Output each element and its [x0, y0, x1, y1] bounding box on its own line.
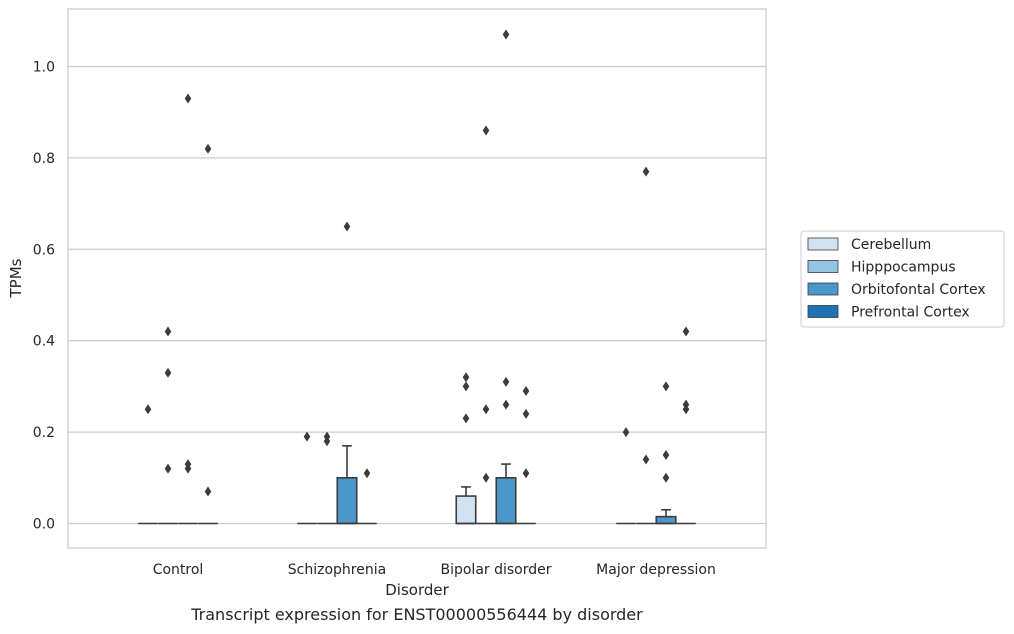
gridlines: [68, 65, 766, 525]
box-hipppocampus: [158, 326, 178, 525]
outlier-point: [642, 454, 650, 465]
box-cerebellum: [138, 404, 158, 525]
y-tick-label: 1.0: [33, 60, 55, 76]
box-hipppocampus: [317, 431, 337, 525]
legend-swatch: [807, 305, 839, 318]
legend-swatch: [807, 260, 839, 273]
box-hipppocampus: [636, 166, 656, 525]
outlier-point: [682, 404, 690, 415]
y-tick-label: 0.8: [33, 151, 55, 167]
outlier-point: [502, 399, 510, 410]
box-prefrontal-cortex: [516, 385, 536, 525]
box-elements: [138, 29, 696, 525]
legend-label: Cerebellum: [851, 237, 931, 253]
box-body: [336, 476, 358, 525]
y-axis-ticks: 0.0 0.2 0.4 0.6 0.8 1.0: [33, 60, 55, 533]
outlier-point: [303, 431, 311, 442]
box-body: [655, 515, 677, 525]
box-body: [455, 495, 477, 525]
box-cerebellum: [297, 431, 317, 525]
legend-label: Hipppocampus: [851, 260, 956, 276]
legend-frame: [800, 230, 1005, 328]
outlier-point: [682, 326, 690, 337]
box-orbitofontal-cortex: [336, 221, 358, 525]
outlier-point: [164, 367, 172, 378]
outlier-point: [482, 404, 490, 415]
legend: Cerebellum Hipppocampus Orbitofontal Corte…: [800, 230, 1005, 328]
box-body: [495, 476, 517, 525]
x-axis-ticks: Control Schizophrenia Bipolar disorder Majo…: [153, 562, 716, 578]
y-tick-label: 0.2: [33, 425, 55, 441]
outlier-point: [642, 166, 650, 177]
outlier-point: [462, 372, 470, 383]
outlier-point: [144, 404, 152, 415]
y-tick-label: 0.6: [33, 242, 55, 258]
box-hipppocampus: [476, 125, 496, 525]
outlier-point: [522, 468, 530, 479]
legend-swatch: [807, 282, 839, 296]
outlier-point: [662, 472, 670, 483]
legend-label: Prefrontal Cortex: [851, 305, 970, 321]
outlier-point: [462, 413, 470, 424]
x-tick-label: Schizophrenia: [288, 562, 386, 578]
box-orbitofontal-cortex: [655, 381, 677, 525]
outlier-point: [164, 326, 172, 337]
x-tick-label: Major depression: [596, 562, 716, 578]
outlier-point: [184, 93, 192, 104]
y-axis-label: TPMs: [7, 258, 25, 298]
outlier-point: [502, 29, 510, 40]
outlier-point: [363, 468, 371, 479]
box-plot-chart: 0.0 0.2 0.4 0.6 0.8 1.0 Control Schizophrenia B…: [7, 8, 1005, 599]
outlier-point: [622, 427, 630, 438]
box-orbitofontal-cortex: [495, 29, 517, 525]
box-prefrontal-cortex: [676, 326, 696, 525]
outlier-point: [184, 463, 192, 474]
outlier-point: [204, 143, 212, 154]
box-prefrontal-cortex: [357, 468, 377, 525]
outlier-point: [343, 221, 351, 232]
y-tick-label: 0.4: [33, 334, 55, 350]
outlier-point: [482, 125, 490, 136]
outlier-point: [662, 449, 670, 460]
box-orbitofontal-cortex: [178, 93, 198, 525]
x-axis-label: Disorder: [385, 581, 449, 599]
legend-label: Orbitofontal Cortex: [851, 282, 986, 298]
outlier-point: [502, 376, 510, 387]
outlier-point: [522, 385, 530, 396]
box-cerebellum: [455, 372, 477, 525]
x-tick-label: Control: [153, 562, 204, 578]
x-tick-label: Bipolar disorder: [440, 562, 551, 578]
outlier-point: [662, 381, 670, 392]
plot-area-frame: [67, 8, 767, 549]
box-cerebellum: [616, 427, 636, 525]
y-tick-label: 0.0: [33, 517, 55, 533]
outlier-point: [164, 463, 172, 474]
box-prefrontal-cortex: [198, 143, 218, 525]
outlier-point: [522, 408, 530, 419]
figure-caption: Transcript expression for ENST0000055644…: [191, 605, 643, 624]
outlier-point: [323, 436, 331, 447]
outlier-point: [204, 486, 212, 497]
outlier-point: [462, 381, 470, 392]
outlier-point: [482, 472, 490, 483]
legend-swatch: [807, 237, 839, 251]
